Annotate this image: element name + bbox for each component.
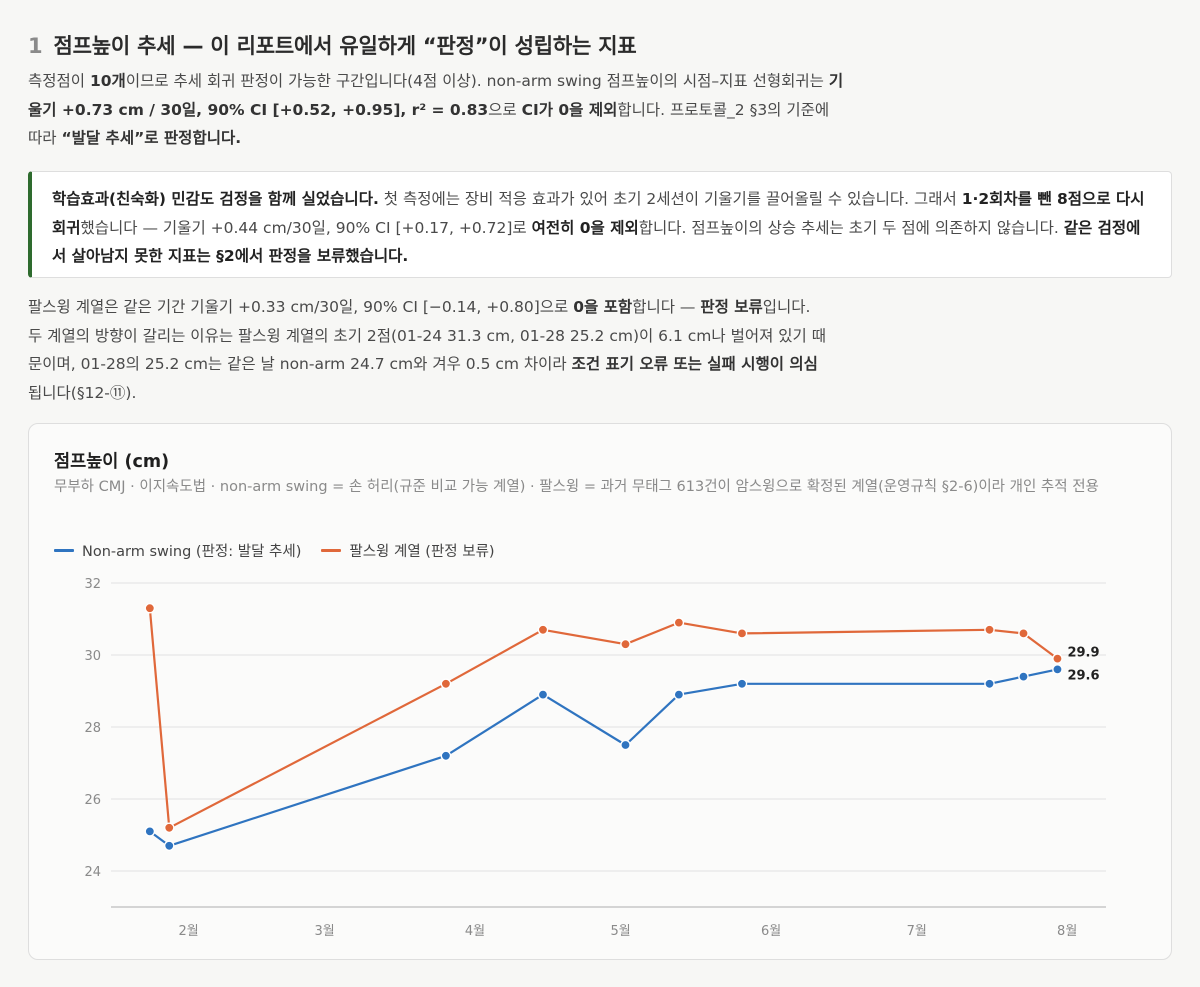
sensitivity-callout: 학습효과(친숙화) 민감도 검정을 함께 실었습니다. 첫 측정에는 장비 적응… (28, 171, 1172, 278)
text: 합니다. 점프높이의 상승 추세는 초기 두 점에 의존하지 않습니다. (638, 218, 1064, 237)
x-tick-label: 4월 (465, 924, 485, 939)
chart-legend: Non-arm swing (판정: 발달 추세) 팔스윙 계열 (판정 보류) (54, 540, 495, 561)
x-tick-label: 6월 (761, 924, 781, 939)
data-point (984, 624, 995, 636)
x-tick-label: 5월 (611, 924, 631, 939)
x-tick-label: 7월 (907, 924, 927, 939)
x-tick-label: 8월 (1057, 924, 1077, 939)
legend-label-nonarm: Non-arm swing (판정: 발달 추세) (82, 544, 302, 560)
emphasis: 0을 포함 (573, 298, 633, 316)
y-tick-label: 30 (84, 649, 101, 664)
emphasis: 여전히 0을 제외 (531, 218, 639, 237)
x-tick-label: 2월 (179, 924, 199, 939)
section-heading: 점프높이 추세 — 이 리포트에서 유일하게 “판정”이 성립하는 지표 (53, 34, 637, 58)
emphasis: 판정 보류 (700, 298, 763, 316)
emphasis: “발달 추세”로 판정합니다. (61, 129, 242, 147)
data-point (673, 689, 685, 700)
data-point (144, 602, 156, 614)
emphasis: 같은 검정에서 살아남지 못한 지표는 §2에서 판정을 보류했습니다. (52, 218, 1141, 266)
data-point (440, 750, 452, 762)
y-tick-label: 28 (84, 721, 101, 736)
line-chart: 24 26 28 30 32 2월 3월 4월 5월 6월 7월 8월 29.9 29.6 (84, 577, 1106, 939)
chart-title: 점프높이 (cm) (54, 452, 170, 472)
data-point (537, 624, 549, 636)
emphasis: 기울기 +0.73 cm / 30일, 90% CI [+0.52, +0.95… (28, 72, 844, 119)
data-point (1018, 671, 1029, 682)
y-tick-label: 26 (84, 793, 101, 808)
y-tick-label: 32 (84, 577, 101, 592)
legend-item-nonarm: Non-arm swing (판정: 발달 추세) (54, 540, 301, 561)
chart-subtitle: 무부하 CMJ · 이지속도법 · non-arm swing = 손 허리(규… (54, 479, 1099, 495)
chart-card: 점프높이 (cm) 무부하 CMJ · 이지속도법 · non-arm swin… (28, 423, 1172, 960)
end-value-label: 29.6 (1067, 668, 1099, 683)
emphasis: 학습효과(친숙화) 민감도 검정을 함께 실었습니다. (52, 190, 379, 208)
text: 첫 측정에는 장비 적응 효과가 있어 초기 2세션이 기울기를 끌어올릴 수 … (378, 190, 962, 208)
text: 이므로 추세 회귀 판정이 가능한 구간입니다(4점 이상). non-arm … (125, 72, 829, 90)
data-point (1018, 628, 1029, 639)
paragraph-regression: 측정점이 10개이므로 추세 회귀 판정이 가능한 구간입니다(4점 이상). … (28, 67, 848, 153)
data-point (1052, 653, 1063, 664)
legend-item-armswing: 팔스윙 계열 (판정 보류) (321, 540, 495, 561)
legend-label-armswing: 팔스윙 계열 (판정 보류) (349, 544, 495, 560)
series-line-0 (149, 668, 1058, 847)
data-point (984, 678, 995, 690)
y-tick-label: 24 (84, 865, 101, 880)
data-point (440, 678, 452, 690)
emphasis: 10개 (89, 72, 126, 90)
legend-swatch-nonarm (54, 549, 74, 552)
data-point (163, 822, 175, 834)
paragraph-armswing: 팔스윙 계열은 같은 기간 기울기 +0.33 cm/30일, 90% CI [… (28, 293, 828, 407)
emphasis: CI가 0을 제외 (521, 100, 618, 119)
text: 측정점이 (28, 72, 90, 90)
data-point (620, 638, 631, 650)
section-title: 1 점프높이 추세 — 이 리포트에서 유일하게 “판정”이 성립하는 지표 (28, 30, 637, 60)
data-point (1052, 664, 1063, 675)
data-point (144, 826, 156, 837)
data-point (163, 840, 175, 852)
x-tick-label: 3월 (314, 924, 334, 939)
text: 으로 (488, 100, 522, 119)
text: 했습니다 — 기울기 +0.44 cm/30일, 90% CI [+0.17, … (80, 218, 532, 237)
data-point (537, 689, 549, 700)
data-point (673, 617, 685, 628)
data-point (736, 628, 748, 639)
text: 팔스윙 계열은 같은 기간 기울기 +0.33 cm/30일, 90% CI [… (28, 298, 574, 316)
text: 합니다. 프로토콜_2 §3의 기준에 따라 (28, 100, 830, 148)
data-point (620, 739, 631, 751)
emphasis: 조건 표기 오류 또는 실패 시행이 의심 (571, 355, 818, 373)
section-number: 1 (28, 34, 43, 58)
emphasis: 1·2회차를 뺀 8점으로 다시 회귀 (52, 190, 1145, 237)
text: 입니다. 두 계열의 방향이 갈리는 이유는 팔스윙 계열의 초기 2점(01-… (28, 298, 826, 373)
end-value-label: 29.9 (1067, 646, 1099, 661)
legend-swatch-armswing (321, 549, 342, 552)
series-line-1 (148, 608, 1059, 829)
text: 됩니다(§12-⑪). (28, 383, 137, 402)
text: 합니다 — (632, 298, 701, 316)
data-point (736, 678, 748, 690)
